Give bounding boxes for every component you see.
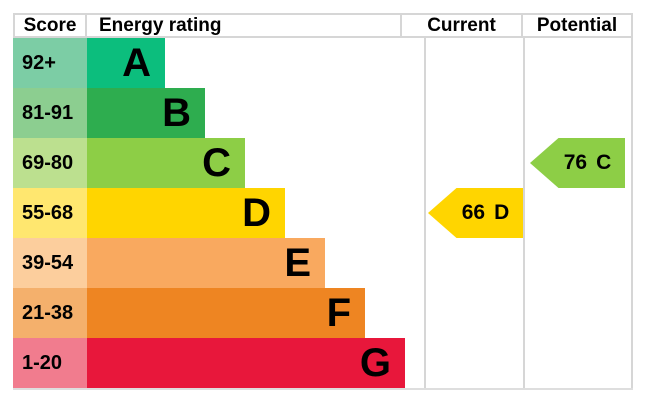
band-bar-f: F	[87, 288, 365, 338]
band-row-g: 1-20 G	[13, 338, 633, 388]
band-grade-letter-b: B	[162, 91, 191, 135]
band-grade-letter-e: E	[284, 241, 311, 285]
current-score-value: 66	[461, 201, 486, 224]
band-row-d: 55-68 D	[13, 188, 633, 238]
header-potential: Potential	[523, 15, 633, 36]
current-grade-letter: D	[494, 201, 510, 224]
band-row-a: 92+ A	[13, 38, 633, 88]
right-border	[631, 38, 633, 390]
band-score-range-g: 1-20	[13, 338, 87, 388]
header-current: Current	[402, 15, 523, 36]
chart-body: 92+ A 81-91 B 69-80 C 55-68 D	[13, 38, 633, 390]
potential-score-value: 76	[563, 151, 588, 174]
band-grade-letter-a: A	[122, 41, 151, 85]
header-score: Score	[13, 15, 87, 36]
band-grade-letter-f: F	[326, 291, 351, 335]
band-row-f: 21-38 F	[13, 288, 633, 338]
band-score-range-d: 55-68	[13, 188, 87, 238]
header-energy-rating: Energy rating	[87, 15, 402, 36]
band-score-range-f: 21-38	[13, 288, 87, 338]
band-row-e: 39-54 E	[13, 238, 633, 288]
band-grade-letter-c: C	[202, 141, 231, 185]
band-grade-letter-g: G	[359, 341, 391, 385]
band-bar-d: D	[87, 188, 285, 238]
band-score-range-c: 69-80	[13, 138, 87, 188]
band-grade-letter-d: D	[242, 191, 271, 235]
band-bar-c: C	[87, 138, 245, 188]
band-bar-a: A	[87, 38, 165, 88]
band-bar-g: G	[87, 338, 405, 388]
potential-column-divider	[523, 38, 525, 390]
band-score-range-a: 92+	[13, 38, 87, 88]
band-bar-e: E	[87, 238, 325, 288]
bottom-border	[13, 388, 633, 390]
band-row-c: 69-80 C	[13, 138, 633, 188]
band-score-range-b: 81-91	[13, 88, 87, 138]
current-column-divider	[424, 38, 426, 390]
band-score-range-e: 39-54	[13, 238, 87, 288]
chart-table: Score Energy rating Current Potential 92…	[13, 13, 633, 390]
band-row-b: 81-91 B	[13, 88, 633, 138]
chart-header-row: Score Energy rating Current Potential	[13, 13, 633, 38]
band-bar-b: B	[87, 88, 205, 138]
potential-grade-letter: C	[596, 151, 612, 174]
